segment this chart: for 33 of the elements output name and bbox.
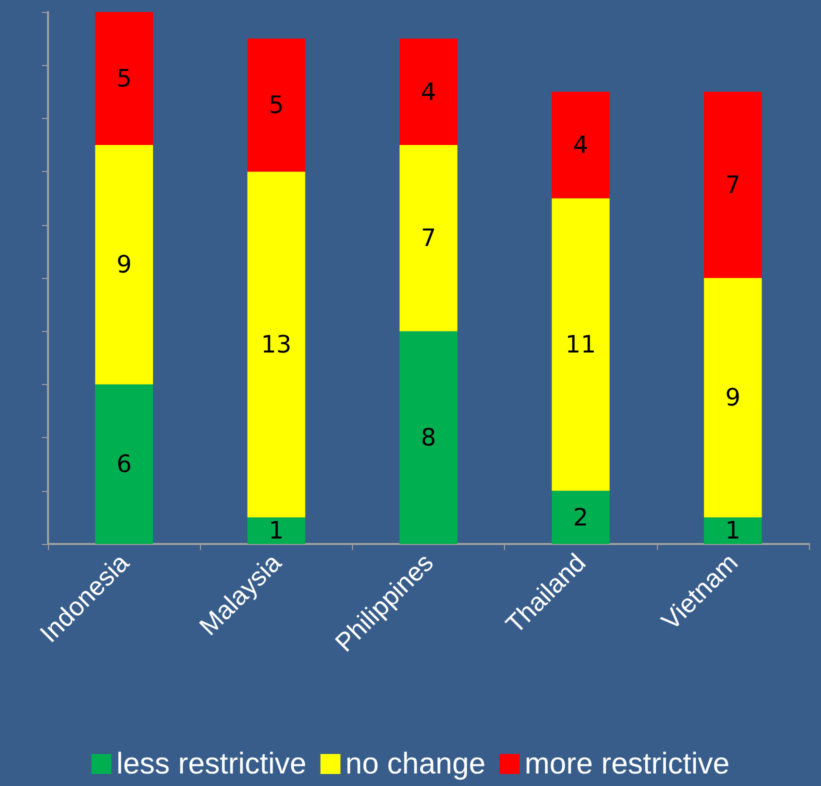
- bar: [552, 490, 610, 544]
- bar: [247, 172, 306, 518]
- bar: [400, 38, 458, 145]
- bar: [95, 384, 154, 544]
- data-label: 4: [420, 78, 436, 106]
- bar: [704, 278, 762, 518]
- bar: [95, 145, 154, 384]
- bar: [552, 92, 610, 198]
- bar: [247, 38, 306, 172]
- bar: [400, 145, 458, 332]
- data-label: 8: [420, 424, 436, 452]
- bar: [95, 12, 154, 145]
- data-label: 13: [261, 330, 292, 358]
- data-label: 9: [725, 384, 741, 412]
- data-label: 4: [573, 131, 588, 159]
- data-label: 11: [565, 330, 596, 358]
- data-label: 6: [116, 450, 132, 478]
- data-label: 2: [573, 503, 588, 532]
- data-label: 1: [725, 516, 741, 545]
- bar: [704, 92, 762, 278]
- legend-label: no change: [345, 748, 486, 780]
- data-label: 7: [725, 170, 741, 199]
- legend-label: more restrictive: [524, 748, 730, 780]
- data-label: 5: [268, 91, 284, 120]
- data-label: 5: [116, 64, 132, 92]
- data-label: 9: [116, 250, 132, 279]
- bar: [400, 331, 458, 544]
- data-label: 7: [420, 224, 436, 252]
- legend-label: less restrictive: [116, 748, 306, 780]
- bar: [247, 517, 306, 544]
- data-label: 1: [268, 516, 284, 545]
- bar: [552, 198, 610, 491]
- bar: [704, 517, 762, 544]
